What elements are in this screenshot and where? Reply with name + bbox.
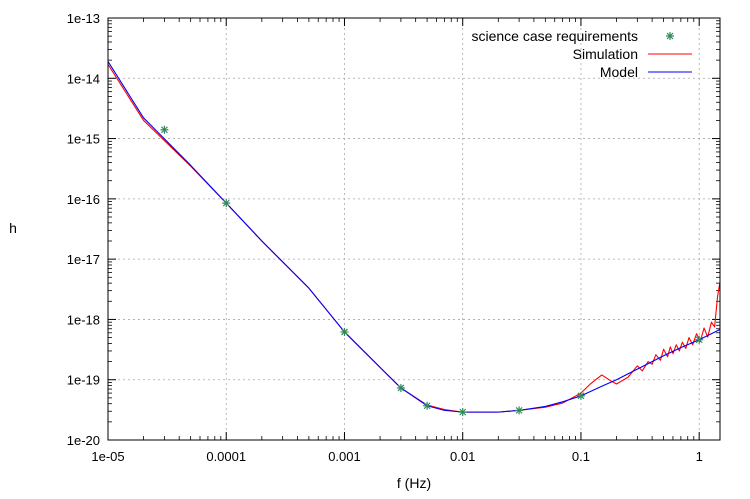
series-line-simulation xyxy=(107,64,721,413)
y-tick-label: 1e-15 xyxy=(67,132,100,147)
y-tick-label: 1e-14 xyxy=(67,71,100,86)
x-tick-label: 0.0001 xyxy=(206,449,246,464)
series-line-model xyxy=(107,61,721,413)
legend-label: Simulation xyxy=(573,46,638,62)
legend-label: Model xyxy=(600,64,638,80)
series-layer xyxy=(107,61,721,417)
data-point-marker xyxy=(695,335,704,344)
legend: science case requirements Simulation Model xyxy=(471,28,692,80)
y-tick-label: 1e-17 xyxy=(67,252,100,267)
tick-marks xyxy=(107,17,720,441)
data-point-marker xyxy=(458,408,467,417)
data-point-marker xyxy=(340,327,349,336)
y-tick-label: 1e-13 xyxy=(67,11,100,26)
data-point-marker xyxy=(160,125,169,134)
x-axis-title: f (Hz) xyxy=(397,475,431,491)
legend-sample-marker xyxy=(666,32,674,40)
x-tick-labels: 1e-05 0.0001 0.001 0.01 0.1 1 xyxy=(91,449,702,464)
y-axis-title: h xyxy=(9,220,17,236)
data-point-marker xyxy=(576,391,585,400)
data-point-marker xyxy=(515,406,524,415)
data-point-marker xyxy=(222,199,231,208)
data-point-marker xyxy=(396,383,405,392)
plot-frame xyxy=(107,17,721,441)
y-tick-label: 1e-16 xyxy=(67,192,100,207)
y-tick-labels: 1e-20 1e-19 1e-18 1e-17 1e-16 1e-15 1e-14 1e-13 xyxy=(67,11,100,448)
x-tick-label: 1e-05 xyxy=(91,449,124,464)
x-tick-label: 0.1 xyxy=(572,449,590,464)
x-tick-label: 0.001 xyxy=(328,449,361,464)
legend-label: science case requirements xyxy=(471,28,638,44)
y-tick-label: 1e-18 xyxy=(67,312,100,327)
x-tick-label: 0.01 xyxy=(450,449,475,464)
x-tick-label: 1 xyxy=(696,449,703,464)
y-tick-label: 1e-19 xyxy=(67,373,100,388)
data-point-marker xyxy=(423,401,432,410)
y-tick-label: 1e-20 xyxy=(67,433,100,448)
